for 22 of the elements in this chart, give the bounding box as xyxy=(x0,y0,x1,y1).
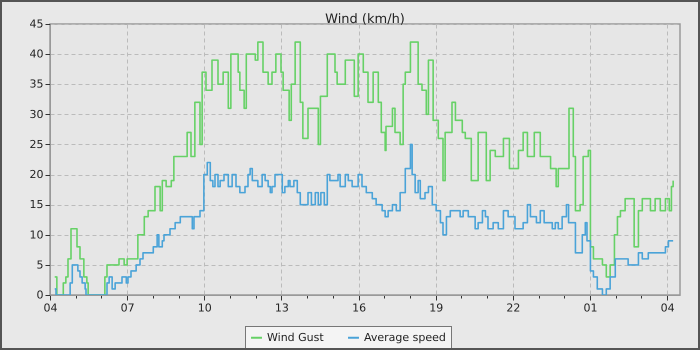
x-tick-label: 04 xyxy=(660,302,675,314)
x-tick-label: 10 xyxy=(198,302,212,314)
y-tick-label: 40 xyxy=(30,48,44,61)
x-tick-label: 19 xyxy=(429,302,444,314)
x-tick-label: 01 xyxy=(584,302,598,314)
y-tick-label: 5 xyxy=(36,258,44,272)
y-tick-label: 25 xyxy=(30,138,44,151)
x-tick-label: 13 xyxy=(274,302,289,314)
chart-title: Wind (km/h) xyxy=(325,12,405,27)
x-tick-label: 07 xyxy=(120,302,135,314)
y-tick-label: 10 xyxy=(30,228,44,242)
x-tick-label: 16 xyxy=(352,302,366,314)
y-tick-label: 20 xyxy=(30,168,44,182)
legend-label: Wind Gust xyxy=(267,330,324,344)
y-tick-label: 45 xyxy=(30,18,44,30)
y-tick-label: 30 xyxy=(30,108,44,121)
x-tick-label: 22 xyxy=(506,302,520,314)
legend-label: Average speed xyxy=(364,330,446,344)
y-tick-label: 35 xyxy=(30,78,44,91)
y-tick-label: 15 xyxy=(30,198,44,212)
y-tick-label: 0 xyxy=(36,288,44,302)
x-tick-label: 04 xyxy=(44,302,58,314)
